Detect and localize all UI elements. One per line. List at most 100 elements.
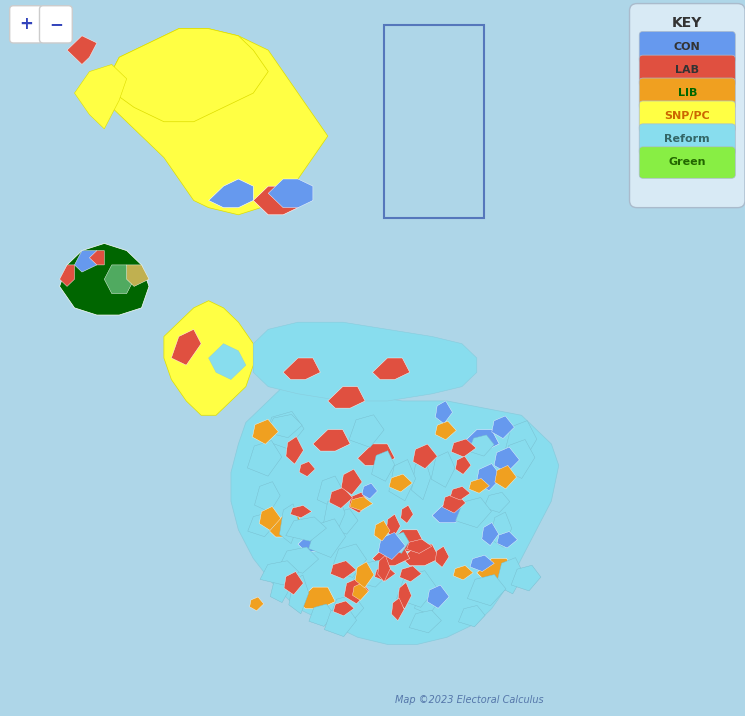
Polygon shape — [332, 544, 367, 577]
Polygon shape — [392, 598, 405, 621]
Polygon shape — [253, 322, 477, 401]
Polygon shape — [511, 565, 541, 591]
FancyBboxPatch shape — [639, 124, 735, 155]
Polygon shape — [387, 530, 425, 551]
Polygon shape — [355, 562, 374, 588]
Polygon shape — [60, 265, 74, 286]
Polygon shape — [349, 415, 384, 448]
Polygon shape — [299, 462, 315, 477]
Polygon shape — [323, 496, 345, 533]
Polygon shape — [469, 435, 494, 456]
Polygon shape — [495, 465, 516, 489]
Polygon shape — [270, 576, 290, 603]
Polygon shape — [416, 102, 423, 116]
Polygon shape — [250, 597, 264, 611]
Polygon shape — [171, 329, 201, 365]
Polygon shape — [496, 558, 524, 594]
Polygon shape — [267, 415, 302, 437]
Polygon shape — [432, 501, 469, 523]
Polygon shape — [409, 610, 441, 633]
Polygon shape — [490, 512, 512, 547]
Polygon shape — [331, 561, 356, 579]
Polygon shape — [467, 574, 506, 606]
Text: KEY: KEY — [672, 16, 702, 30]
Polygon shape — [378, 533, 405, 560]
Polygon shape — [444, 494, 460, 512]
Polygon shape — [386, 514, 400, 538]
Polygon shape — [396, 571, 437, 607]
Polygon shape — [402, 544, 440, 566]
Polygon shape — [398, 582, 411, 609]
Polygon shape — [402, 123, 410, 137]
FancyBboxPatch shape — [630, 4, 745, 208]
Polygon shape — [451, 439, 476, 457]
Text: −: − — [49, 15, 63, 34]
Polygon shape — [308, 519, 346, 558]
Polygon shape — [401, 505, 413, 523]
Polygon shape — [264, 412, 304, 449]
Polygon shape — [374, 521, 390, 541]
Text: CON: CON — [674, 42, 700, 52]
Polygon shape — [127, 265, 149, 286]
Polygon shape — [505, 420, 537, 460]
Polygon shape — [74, 64, 127, 129]
FancyBboxPatch shape — [639, 101, 735, 132]
Polygon shape — [104, 265, 134, 294]
Polygon shape — [431, 452, 455, 488]
Polygon shape — [164, 301, 253, 415]
Polygon shape — [349, 493, 370, 513]
Polygon shape — [389, 460, 416, 500]
Text: Map ©2023 Electoral Calculus: Map ©2023 Electoral Calculus — [395, 695, 544, 705]
Text: LAB: LAB — [675, 65, 700, 75]
Polygon shape — [358, 444, 395, 465]
Polygon shape — [344, 578, 369, 604]
Polygon shape — [375, 566, 396, 581]
Polygon shape — [259, 506, 281, 531]
Polygon shape — [435, 421, 456, 440]
Text: +: + — [19, 15, 33, 34]
Polygon shape — [372, 358, 410, 379]
Polygon shape — [352, 583, 368, 600]
Polygon shape — [67, 36, 97, 64]
Polygon shape — [453, 566, 473, 580]
Polygon shape — [313, 430, 350, 451]
FancyBboxPatch shape — [10, 6, 42, 43]
Polygon shape — [435, 546, 449, 567]
Polygon shape — [477, 558, 514, 580]
Polygon shape — [279, 504, 299, 543]
Polygon shape — [283, 358, 320, 379]
Polygon shape — [411, 458, 431, 500]
Polygon shape — [253, 420, 279, 444]
Polygon shape — [291, 505, 311, 518]
Polygon shape — [330, 509, 358, 534]
Polygon shape — [209, 344, 246, 379]
Polygon shape — [341, 469, 362, 495]
Polygon shape — [317, 476, 343, 507]
Polygon shape — [475, 576, 498, 599]
Polygon shape — [253, 186, 298, 215]
Polygon shape — [286, 517, 326, 541]
Text: Green: Green — [668, 157, 706, 167]
Polygon shape — [423, 36, 431, 50]
Polygon shape — [413, 444, 437, 468]
Polygon shape — [436, 401, 452, 424]
FancyBboxPatch shape — [639, 78, 735, 110]
Polygon shape — [389, 474, 412, 492]
Polygon shape — [362, 483, 378, 499]
Polygon shape — [309, 604, 334, 626]
Polygon shape — [455, 498, 492, 528]
Polygon shape — [298, 587, 335, 609]
Polygon shape — [399, 566, 422, 581]
Text: Reform: Reform — [665, 134, 710, 144]
Polygon shape — [455, 456, 471, 475]
Polygon shape — [209, 179, 253, 208]
Polygon shape — [247, 440, 282, 476]
FancyBboxPatch shape — [384, 25, 484, 218]
Polygon shape — [482, 523, 498, 546]
Polygon shape — [60, 243, 149, 315]
Polygon shape — [502, 440, 535, 478]
Polygon shape — [89, 251, 104, 265]
Polygon shape — [492, 416, 514, 438]
Polygon shape — [353, 560, 390, 587]
Polygon shape — [470, 555, 494, 571]
